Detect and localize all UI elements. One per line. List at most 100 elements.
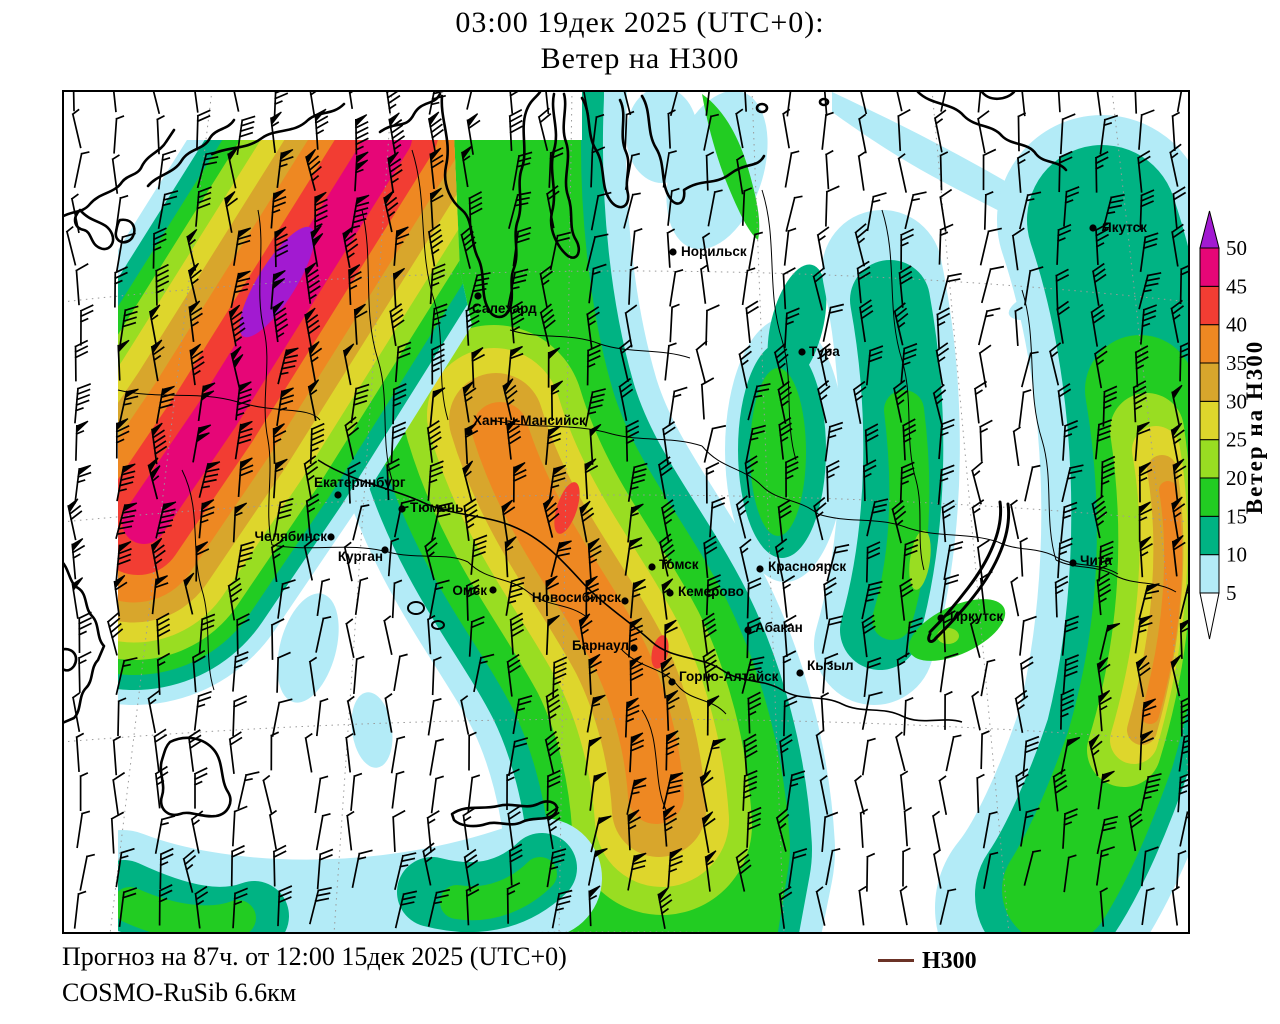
wind-barb <box>270 188 287 229</box>
wind-barb <box>353 303 368 345</box>
wind-barb <box>865 541 881 583</box>
wind-barb <box>938 418 955 460</box>
wind-barb <box>629 655 644 697</box>
wind-barb <box>784 307 800 349</box>
wind-barb <box>866 192 887 232</box>
wind-barb <box>236 613 250 655</box>
wind-barb <box>702 648 718 692</box>
wind-barb <box>943 690 953 730</box>
wind-barb <box>390 735 406 774</box>
wind-barb <box>667 109 676 149</box>
wind-barb <box>705 151 715 191</box>
wind-barb <box>542 495 560 538</box>
wind-barb <box>352 504 370 541</box>
wind-barb <box>900 342 918 384</box>
wind-barb <box>502 378 518 421</box>
wind-barb <box>79 853 95 891</box>
wind-barb <box>228 304 246 347</box>
colorbar-tick: 40 <box>1226 313 1247 337</box>
city-label: Тура <box>809 344 840 359</box>
wind-barb <box>1098 540 1114 582</box>
wind-barb <box>504 536 517 578</box>
wind-barb <box>943 541 964 581</box>
wind-barb <box>861 691 883 730</box>
wind-barb <box>858 885 867 926</box>
wind-barb <box>276 149 294 188</box>
wind-barb <box>665 730 680 771</box>
wind-barb <box>821 615 844 654</box>
wind-barb <box>735 108 744 149</box>
wind-barb <box>551 889 573 929</box>
wind-barb <box>149 90 161 115</box>
level-legend: H300 <box>878 948 977 975</box>
wind-barb <box>937 464 955 505</box>
wind-barb <box>544 730 561 775</box>
wind-barb <box>1009 499 1020 540</box>
wind-barb <box>110 811 125 854</box>
wind-barb <box>1020 807 1040 847</box>
wind-barb <box>703 738 726 775</box>
wind-barb <box>1171 223 1185 267</box>
city-label: Ханты-Мансийск <box>473 413 586 428</box>
wind-barb <box>861 614 876 658</box>
wind-barb <box>983 191 994 230</box>
wind-barb <box>236 115 256 155</box>
wind-barb <box>747 691 762 734</box>
wind-barb <box>237 771 260 810</box>
wind-barb <box>1048 342 1062 386</box>
wind-barb <box>894 731 906 772</box>
wind-barb <box>227 146 239 189</box>
wind-barb <box>626 777 647 815</box>
wind-barb <box>971 690 981 731</box>
city-label: Иркутск <box>950 609 1003 624</box>
wind-barb <box>1059 113 1076 155</box>
colorbar-tick: 30 <box>1226 389 1247 413</box>
wind-barb <box>852 380 867 424</box>
wind-barb <box>899 578 914 621</box>
wind-barb <box>509 300 525 344</box>
wind-barb <box>660 499 676 543</box>
city-dot <box>398 505 406 513</box>
wind-barb <box>778 886 793 929</box>
wind-barb <box>590 146 606 188</box>
wind-barb <box>155 501 177 539</box>
wind-barb <box>627 852 647 891</box>
wind-barb <box>939 188 953 232</box>
wind-barb <box>782 108 791 149</box>
wind-barb <box>391 579 403 619</box>
wind-barb <box>1102 385 1118 427</box>
wind-barb <box>1019 90 1029 117</box>
wind-barb <box>155 263 170 306</box>
wind-barb <box>549 231 571 271</box>
colorbar-tick: 5 <box>1226 581 1237 605</box>
wind-barb <box>939 151 949 191</box>
wind-barb <box>743 733 758 776</box>
wind-barb <box>552 656 568 698</box>
colorbar-tick: 50 <box>1226 236 1247 260</box>
wind-barb <box>431 502 453 541</box>
wind-barb <box>783 694 798 737</box>
wind-barb <box>152 227 167 269</box>
wind-barb <box>426 420 442 463</box>
wind-barb <box>75 262 89 306</box>
wind-barb <box>272 458 288 499</box>
wind-barb <box>777 380 793 425</box>
wind-barb <box>344 416 360 460</box>
wind-barb <box>657 887 673 929</box>
wind-barb <box>468 615 485 657</box>
wind-barb <box>346 695 356 736</box>
wind-barb <box>816 226 830 270</box>
wind-barb <box>74 464 92 504</box>
wind-barb <box>899 461 915 503</box>
wind-barb <box>938 272 962 311</box>
wind-barb <box>545 688 561 732</box>
wind-barb <box>821 811 839 853</box>
wind-barb <box>624 697 640 738</box>
wind-barb <box>902 418 917 461</box>
wind-barb <box>624 304 638 348</box>
wind-barb <box>230 844 245 887</box>
wind-barb <box>468 191 483 234</box>
wind-barb <box>467 272 491 310</box>
colorbar-svg: 50 45 40 35 30 25 20 15 10 5 <box>1199 210 1247 640</box>
wind-barb <box>543 90 558 115</box>
